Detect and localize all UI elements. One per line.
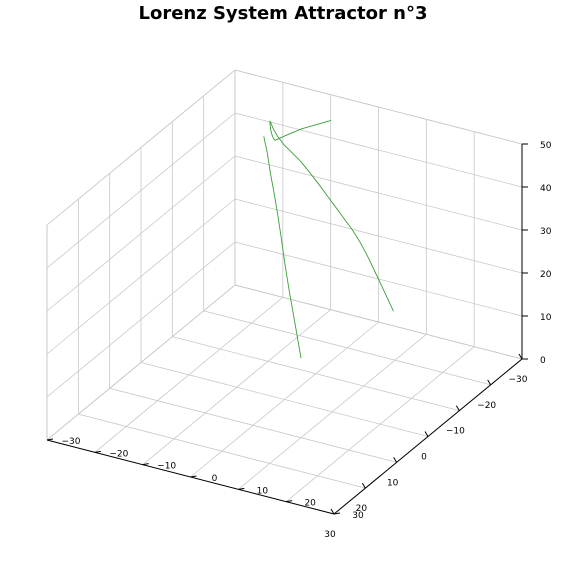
y-tick-mark <box>46 438 54 441</box>
z-tick-label: 30 <box>540 227 552 237</box>
back-wall-gridline-z <box>46 112 236 269</box>
chart-title: Lorenz System Attractor n°3 <box>138 3 428 24</box>
y-tick-mark <box>238 487 245 490</box>
trajectory-series-line <box>263 136 302 359</box>
z-tick-label: 0 <box>540 356 546 366</box>
y-tick-label: 0 <box>212 474 218 484</box>
grid-layer <box>46 69 523 515</box>
y-tick-label: −30 <box>62 437 81 447</box>
x-tick-mark <box>330 508 335 515</box>
z-tick-label: 50 <box>540 141 552 151</box>
x-tick-mark <box>424 431 429 437</box>
floor-gridline-y <box>94 297 284 453</box>
floor-gridline-y <box>238 334 427 490</box>
x-tick-label: 30 <box>324 530 336 540</box>
y-tick-label: −20 <box>109 449 128 459</box>
x-tick-label: 10 <box>387 478 399 488</box>
trajectory-series-line <box>269 119 394 312</box>
y-tick-label: −10 <box>157 462 176 472</box>
y-tick-mark <box>286 500 293 503</box>
z-tick-label: 40 <box>540 184 552 194</box>
x-tick-mark <box>487 379 492 386</box>
y-tick-label: 10 <box>257 486 269 496</box>
back-wall-gridline-z <box>46 284 236 441</box>
side-wall-gridline-z <box>234 69 523 145</box>
side-wall-gridline-z <box>234 284 523 360</box>
x-tick-label: −30 <box>509 375 528 385</box>
y-tick-label: 20 <box>304 499 316 509</box>
back-wall-gridline-z <box>46 69 236 226</box>
tick-label-layer: −30−20−100102030−30−20−10010203001020304… <box>62 141 552 540</box>
x-tick-mark <box>518 353 523 360</box>
x-tick-label: 0 <box>421 453 427 463</box>
back-wall-gridline-z <box>46 241 236 398</box>
x-tick-label: −20 <box>477 401 496 411</box>
floor-gridline-y <box>285 346 475 502</box>
y-tick-mark <box>190 475 197 478</box>
side-wall-gridline-z <box>234 198 523 274</box>
axes-layer <box>46 143 528 515</box>
floor-gridline-y <box>190 321 379 478</box>
x-tick-mark <box>455 405 460 411</box>
side-wall-gridline-z <box>234 112 523 188</box>
y-tick-label: 30 <box>352 511 364 521</box>
back-wall-gridline-z <box>46 198 236 355</box>
data-layer <box>263 119 394 359</box>
side-wall-gridline-z <box>234 155 523 231</box>
z-tick-label: 10 <box>540 313 552 323</box>
floor-gridline-y <box>142 309 331 465</box>
y-tick-mark <box>94 450 101 453</box>
back-wall-gridline-z <box>46 155 236 312</box>
x-tick-mark <box>361 482 366 489</box>
y-tick-mark <box>142 463 149 466</box>
z-tick-label: 20 <box>540 270 552 280</box>
x-tick-label: −10 <box>446 427 465 437</box>
x-tick-label: 20 <box>356 504 368 514</box>
x-tick-mark <box>393 457 398 463</box>
y-tick-mark <box>333 512 341 515</box>
